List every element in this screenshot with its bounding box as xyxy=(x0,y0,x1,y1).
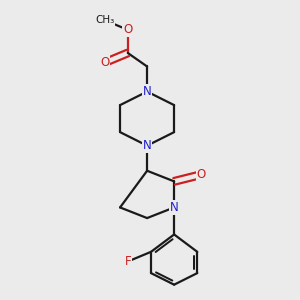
Text: F: F xyxy=(124,255,131,268)
Text: N: N xyxy=(143,139,152,152)
Text: N: N xyxy=(170,201,178,214)
Text: CH₃: CH₃ xyxy=(95,15,114,25)
Text: N: N xyxy=(143,85,152,98)
Text: O: O xyxy=(100,56,109,69)
Text: O: O xyxy=(123,23,132,36)
Text: O: O xyxy=(196,168,206,181)
